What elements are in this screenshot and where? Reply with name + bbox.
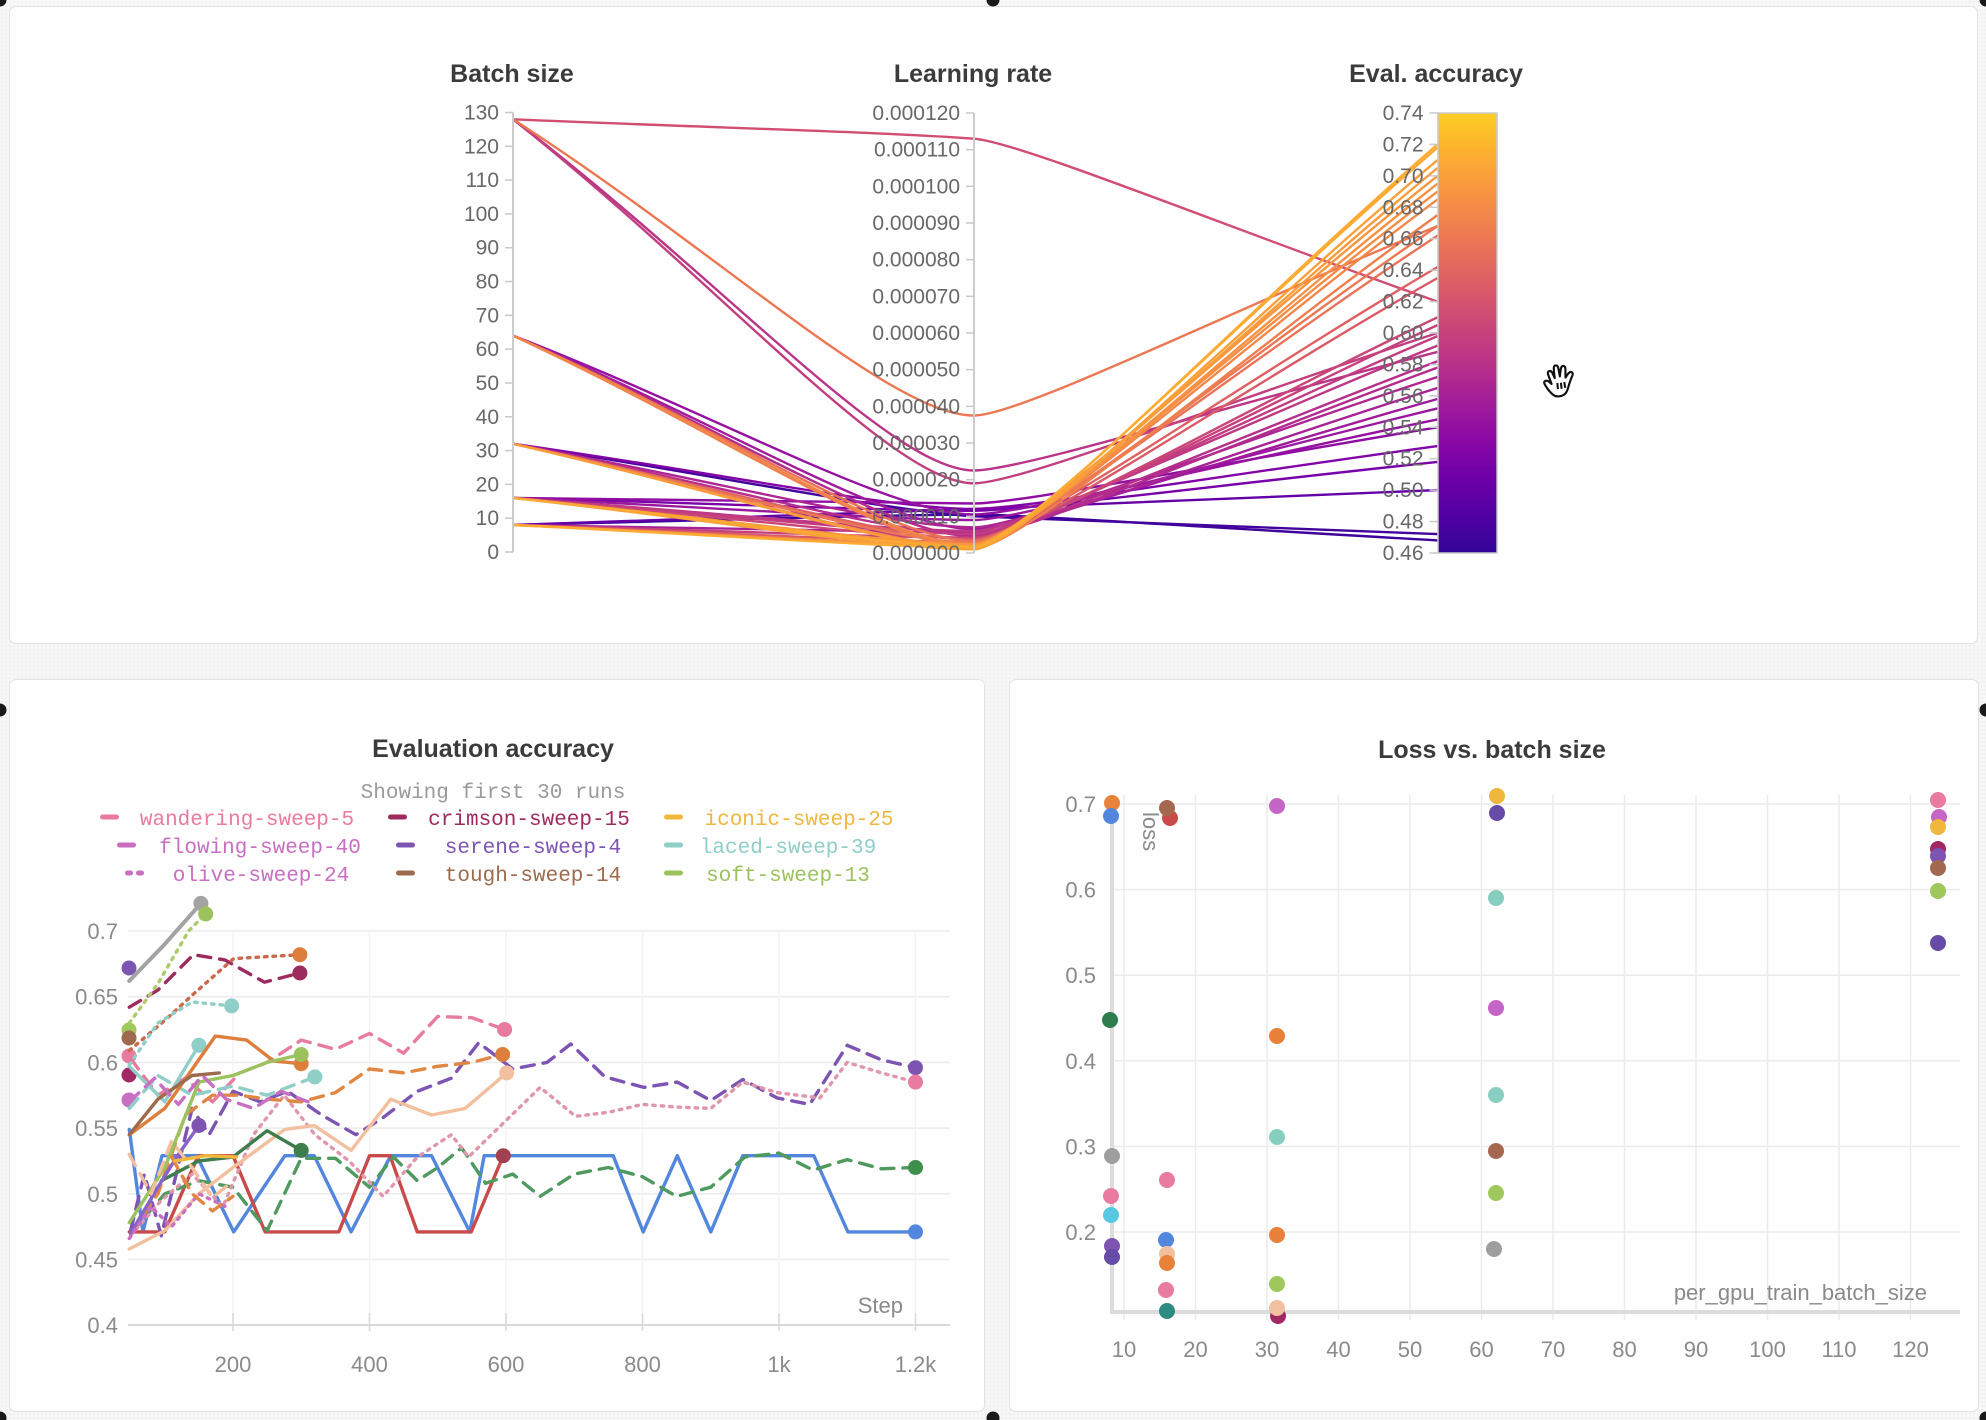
svg-text:10: 10 (476, 507, 499, 530)
svg-text:50: 50 (1398, 1337, 1422, 1362)
svg-text:0.62: 0.62 (1383, 291, 1424, 314)
svg-text:120: 120 (1892, 1337, 1929, 1362)
svg-text:60: 60 (1469, 1337, 1493, 1362)
svg-text:0.70: 0.70 (1383, 165, 1424, 188)
svg-text:0.000000: 0.000000 (872, 542, 960, 565)
svg-text:100: 100 (464, 203, 499, 226)
svg-text:90: 90 (476, 237, 499, 260)
svg-text:0.000090: 0.000090 (872, 212, 960, 235)
svg-text:0.2: 0.2 (1065, 1220, 1096, 1245)
svg-text:80: 80 (476, 271, 499, 294)
svg-text:flowing-sweep-40: flowing-sweep-40 (159, 837, 361, 860)
svg-text:iconic-sweep-25: iconic-sweep-25 (704, 809, 893, 832)
svg-text:800: 800 (624, 1352, 661, 1377)
svg-text:Showing first 30 runs: Showing first 30 runs (361, 782, 626, 805)
svg-text:0.72: 0.72 (1383, 133, 1424, 156)
svg-text:0.45: 0.45 (75, 1248, 118, 1273)
svg-text:serene-sweep-4: serene-sweep-4 (445, 837, 621, 860)
svg-text:0.000060: 0.000060 (872, 322, 960, 345)
svg-text:0.000040: 0.000040 (872, 395, 960, 418)
svg-text:0.46: 0.46 (1383, 542, 1424, 565)
svg-text:0.68: 0.68 (1383, 196, 1424, 219)
svg-text:200: 200 (215, 1352, 252, 1377)
svg-text:Learning rate: Learning rate (894, 60, 1052, 88)
svg-text:0.64: 0.64 (1383, 259, 1424, 282)
svg-text:0.50: 0.50 (1383, 479, 1424, 502)
svg-text:wandering-sweep-5: wandering-sweep-5 (140, 809, 354, 832)
svg-text:0.7: 0.7 (87, 919, 118, 944)
svg-text:80: 80 (1612, 1337, 1636, 1362)
svg-text:0.4: 0.4 (87, 1313, 118, 1338)
svg-text:0.000020: 0.000020 (872, 469, 960, 492)
svg-text:0.65: 0.65 (75, 985, 118, 1010)
svg-text:Batch size: Batch size (450, 60, 574, 88)
svg-text:0.58: 0.58 (1383, 353, 1424, 376)
svg-text:10: 10 (1112, 1337, 1136, 1362)
svg-text:90: 90 (1684, 1337, 1708, 1362)
svg-text:600: 600 (488, 1352, 525, 1377)
svg-text:20: 20 (476, 473, 499, 496)
svg-text:120: 120 (464, 135, 499, 158)
svg-text:0.5: 0.5 (87, 1182, 118, 1207)
svg-text:0.5: 0.5 (1065, 963, 1096, 988)
svg-text:20: 20 (1183, 1337, 1207, 1362)
svg-text:0.000120: 0.000120 (872, 102, 960, 125)
svg-text:0.000010: 0.000010 (872, 505, 960, 528)
svg-text:0: 0 (487, 541, 499, 564)
svg-text:110: 110 (466, 169, 499, 192)
svg-text:0.4: 0.4 (1065, 1049, 1096, 1074)
svg-text:0.56: 0.56 (1383, 385, 1424, 408)
svg-text:1.2k: 1.2k (895, 1352, 938, 1377)
svg-text:0.000100: 0.000100 (872, 175, 960, 198)
svg-text:Step: Step (858, 1293, 903, 1318)
svg-text:per_gpu_train_batch_size: per_gpu_train_batch_size (1674, 1280, 1927, 1305)
svg-text:40: 40 (1326, 1337, 1350, 1362)
svg-text:0.000050: 0.000050 (872, 359, 960, 382)
svg-text:Eval. accuracy: Eval. accuracy (1349, 60, 1523, 88)
svg-text:loss: loss (1138, 812, 1163, 851)
svg-text:400: 400 (351, 1352, 388, 1377)
svg-text:30: 30 (1255, 1337, 1279, 1362)
svg-text:olive-sweep-24: olive-sweep-24 (173, 865, 349, 888)
svg-text:soft-sweep-13: soft-sweep-13 (706, 865, 870, 888)
svg-text:laced-sweep-39: laced-sweep-39 (700, 837, 876, 860)
svg-text:0.000030: 0.000030 (872, 432, 960, 455)
svg-text:Loss vs. batch size: Loss vs. batch size (1378, 736, 1606, 764)
svg-text:70: 70 (476, 304, 499, 327)
svg-text:0.6: 0.6 (87, 1050, 118, 1075)
svg-text:50: 50 (476, 372, 499, 395)
svg-text:0.000070: 0.000070 (872, 285, 960, 308)
svg-text:Evaluation accuracy: Evaluation accuracy (372, 735, 614, 763)
svg-text:0.6: 0.6 (1065, 878, 1096, 903)
svg-text:1k: 1k (767, 1352, 791, 1377)
svg-text:tough-sweep-14: tough-sweep-14 (445, 865, 621, 888)
svg-text:0.3: 0.3 (1065, 1134, 1096, 1159)
svg-text:crimson-sweep-15: crimson-sweep-15 (428, 809, 630, 832)
svg-text:0.55: 0.55 (75, 1116, 118, 1141)
svg-text:100: 100 (1749, 1337, 1786, 1362)
svg-text:0.60: 0.60 (1383, 322, 1424, 345)
svg-text:0.48: 0.48 (1383, 511, 1424, 534)
svg-text:0.7: 0.7 (1065, 792, 1096, 817)
svg-text:60: 60 (476, 338, 499, 361)
svg-text:0.54: 0.54 (1383, 416, 1424, 439)
svg-text:0.52: 0.52 (1383, 448, 1424, 471)
svg-text:110: 110 (1821, 1337, 1856, 1362)
svg-text:40: 40 (476, 406, 499, 429)
svg-text:0.000080: 0.000080 (872, 249, 960, 272)
svg-text:70: 70 (1541, 1337, 1565, 1362)
svg-text:0.66: 0.66 (1383, 228, 1424, 251)
svg-text:30: 30 (476, 440, 499, 463)
svg-text:0.74: 0.74 (1383, 102, 1424, 125)
svg-text:130: 130 (464, 102, 499, 125)
svg-text:0.000110: 0.000110 (874, 139, 960, 162)
